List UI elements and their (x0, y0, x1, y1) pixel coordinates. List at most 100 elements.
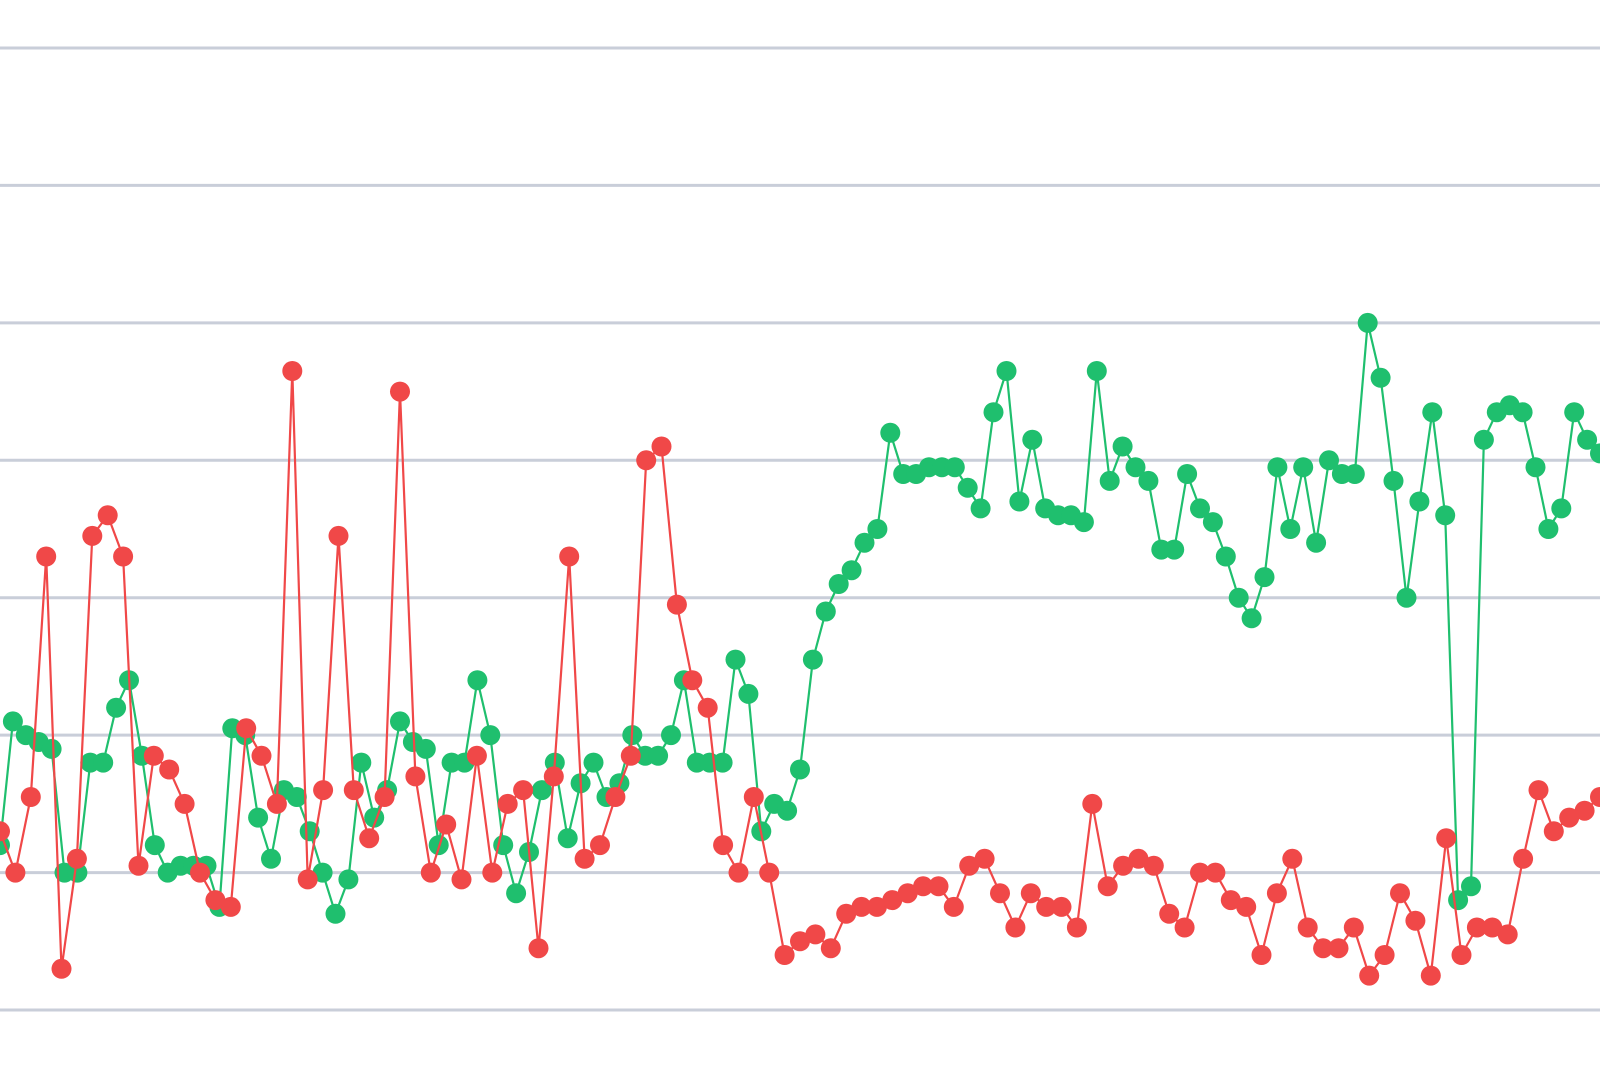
data-point-0-40 (506, 883, 527, 904)
data-point-1-29 (436, 814, 457, 835)
data-point-0-107 (1370, 367, 1391, 388)
data-point-1-21 (313, 780, 334, 801)
data-point-0-85 (1086, 361, 1107, 381)
data-point-1-22 (328, 525, 349, 546)
data-point-1-54 (820, 938, 841, 959)
data-point-1-88 (1343, 917, 1364, 938)
data-point-1-35 (528, 938, 549, 959)
data-point-0-69 (880, 422, 901, 443)
data-point-1-8 (113, 546, 134, 567)
series-line-0 (0, 321, 1600, 915)
data-point-0-1 (2, 711, 23, 732)
data-point-0-63 (802, 649, 823, 670)
data-point-0-52 (661, 725, 681, 746)
data-point-1-68 (1036, 896, 1057, 917)
data-point-0-84 (1073, 512, 1094, 533)
data-point-1-47 (713, 835, 734, 856)
data-point-1-26 (390, 381, 410, 402)
data-point-1-81 (1236, 896, 1257, 917)
data-point-1-85 (1297, 917, 1318, 938)
data-point-0-96 (1228, 587, 1249, 608)
data-point-1-93 (1420, 965, 1441, 986)
data-point-1-37 (559, 546, 580, 567)
data-point-0-58 (738, 683, 759, 704)
data-point-0-44 (557, 828, 578, 849)
data-point-0-94 (1202, 512, 1223, 533)
series-1 (0, 361, 1600, 986)
data-point-1-72 (1097, 876, 1118, 897)
data-point-0-102 (1306, 532, 1327, 553)
data-point-0-64 (815, 601, 836, 622)
data-point-1-100 (1528, 780, 1549, 801)
data-point-0-67 (854, 532, 875, 553)
data-point-0-38 (480, 725, 501, 746)
data-point-1-7 (97, 505, 118, 526)
data-point-0-119 (1525, 457, 1546, 478)
data-point-1-5 (66, 848, 87, 869)
data-point-1-90 (1374, 945, 1395, 965)
data-point-0-103 (1319, 450, 1339, 471)
data-point-0-61 (777, 800, 798, 821)
data-point-1-4 (51, 958, 72, 979)
gridlines (0, 46, 1600, 1012)
data-point-0-110 (1409, 491, 1430, 512)
data-point-1-71 (1082, 793, 1103, 814)
data-point-0-21 (261, 848, 281, 869)
data-point-1-86 (1313, 938, 1334, 959)
data-point-1-31 (466, 745, 487, 766)
data-point-0-68 (867, 519, 888, 539)
data-point-0-27 (338, 869, 359, 890)
data-point-0-65 (828, 574, 849, 594)
data-point-0-77 (983, 402, 1004, 423)
data-point-1-18 (266, 793, 287, 814)
data-point-1-1 (5, 862, 26, 883)
data-point-0-33 (415, 738, 436, 759)
data-point-0-121 (1551, 498, 1572, 519)
data-point-0-87 (1112, 436, 1133, 457)
data-point-1-63 (959, 855, 980, 876)
data-point-1-32 (482, 862, 503, 883)
data-point-0-79 (1009, 491, 1030, 512)
data-point-1-96 (1466, 917, 1487, 938)
data-point-1-91 (1390, 883, 1410, 904)
data-point-1-13 (190, 862, 210, 883)
data-point-0-23 (286, 787, 307, 807)
data-point-1-66 (1005, 917, 1026, 938)
data-point-1-84 (1282, 848, 1303, 869)
data-point-1-25 (374, 787, 395, 807)
data-point-1-74 (1128, 848, 1149, 869)
data-point-1-69 (1051, 896, 1072, 917)
data-point-0-93 (1190, 498, 1210, 519)
data-point-1-77 (1174, 917, 1195, 938)
data-point-1-28 (420, 862, 441, 883)
data-point-0-20 (248, 807, 269, 828)
data-point-1-61 (928, 876, 949, 897)
data-point-1-83 (1266, 883, 1287, 904)
data-point-1-102 (1559, 807, 1580, 828)
data-point-1-89 (1359, 965, 1380, 986)
data-point-1-3 (36, 546, 57, 567)
data-point-0-26 (325, 903, 346, 924)
data-point-0-57 (725, 649, 746, 670)
data-point-1-43 (651, 436, 672, 457)
data-point-1-97 (1482, 917, 1503, 938)
data-point-1-20 (297, 869, 318, 890)
data-point-1-95 (1451, 945, 1472, 965)
data-point-0-114 (1461, 876, 1481, 897)
data-point-1-15 (220, 896, 241, 917)
data-point-1-55 (836, 903, 857, 924)
data-point-1-80 (1220, 890, 1241, 911)
data-point-1-42 (636, 450, 657, 471)
data-point-1-87 (1328, 938, 1349, 959)
data-point-0-109 (1396, 587, 1417, 608)
data-point-1-67 (1020, 883, 1041, 904)
data-point-1-103 (1574, 800, 1595, 821)
data-point-0-92 (1177, 464, 1198, 484)
data-point-0-9 (106, 697, 127, 718)
data-point-1-44 (666, 594, 687, 615)
data-point-0-74 (944, 457, 965, 478)
data-point-0-12 (144, 835, 165, 856)
data-point-1-16 (236, 718, 257, 739)
data-point-1-24 (359, 828, 380, 849)
